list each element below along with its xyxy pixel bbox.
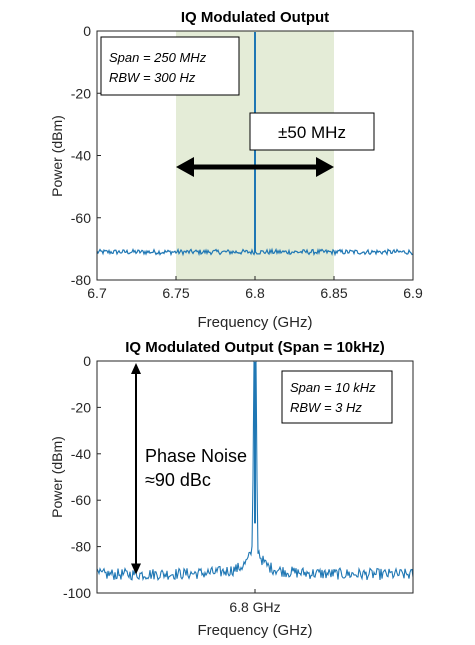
top-y-tick-label: 0 <box>83 23 91 39</box>
top-x-axis-label: Frequency (GHz) <box>197 314 312 331</box>
bottom-y-tick-label: -20 <box>71 399 91 415</box>
top-chart: IQ Modulated Output 6.7 6.75 6.8 6.85 6.9 0 -2… <box>49 9 423 331</box>
top-y-tick-label: -40 <box>71 148 91 164</box>
top-y-tick-label: -80 <box>71 272 91 288</box>
phase-arrow-bottom-head <box>131 563 141 575</box>
top-annotation-box <box>100 36 240 96</box>
top-annotation-span: Span = 250 MHz <box>109 50 207 65</box>
band-width-arrow <box>176 157 334 177</box>
top-x-tick-label: 6.7 <box>87 285 107 301</box>
top-annotation-rbw: RBW = 300 Hz <box>109 70 196 85</box>
bottom-y-tick-label: -60 <box>71 492 91 508</box>
band-label: ±50 MHz <box>278 123 346 142</box>
top-y-axis-label: Power (dBm) <box>49 115 65 197</box>
top-y-tick-label: -20 <box>71 85 91 101</box>
bottom-x-axis-label: Frequency (GHz) <box>197 622 312 639</box>
bottom-annotation-span: Span = 10 kHz <box>290 380 376 395</box>
phase-noise-label: Phase Noise <box>145 446 247 466</box>
top-ticks: 6.7 6.75 6.8 6.85 6.9 0 -20 -40 -60 -80 <box>71 23 423 301</box>
bottom-chart: IQ Modulated Output (Span = 10kHz) 6.8 G… <box>49 339 414 639</box>
bottom-y-tick-label: -80 <box>71 539 91 555</box>
phase-noise-value: ≈90 dBc <box>145 470 211 490</box>
bottom-chart-title: IQ Modulated Output (Span = 10kHz) <box>125 339 385 356</box>
band-arrow-left-head <box>176 157 194 177</box>
top-y-tick-label: -60 <box>71 210 91 226</box>
bottom-y-axis-label: Power (dBm) <box>49 436 65 518</box>
bottom-y-tick-label: 0 <box>83 353 91 369</box>
phase-noise-arrow <box>131 363 141 575</box>
top-x-tick-label: 6.85 <box>320 285 347 301</box>
band-arrow-right-head <box>316 157 334 177</box>
top-chart-title: IQ Modulated Output <box>181 9 329 26</box>
bottom-annotation-rbw: RBW = 3 Hz <box>290 400 362 415</box>
bottom-x-tick-label: 6.8 GHz <box>229 599 280 615</box>
phase-arrow-top-head <box>131 363 141 374</box>
top-x-tick-label: 6.8 <box>245 285 265 301</box>
top-x-tick-label: 6.75 <box>162 285 189 301</box>
bottom-y-tick-label: -40 <box>71 446 91 462</box>
bottom-ticks: 6.8 GHz 0 -20 -40 -60 -80 -100 <box>63 353 281 615</box>
bottom-y-tick-label: -100 <box>63 585 91 601</box>
band-label-box <box>249 112 375 151</box>
top-x-tick-label: 6.9 <box>403 285 423 301</box>
bottom-annotation-box <box>281 370 393 424</box>
